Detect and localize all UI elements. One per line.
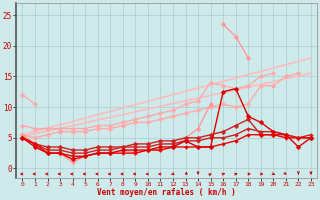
X-axis label: Vent moyen/en rafales ( km/h ): Vent moyen/en rafales ( km/h ) xyxy=(97,188,236,197)
